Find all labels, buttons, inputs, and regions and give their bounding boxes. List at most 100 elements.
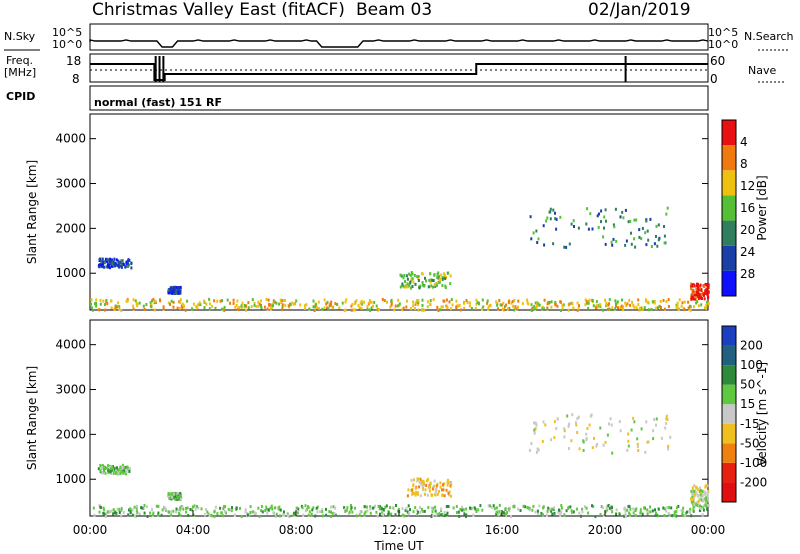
velocity-cell: [692, 497, 695, 501]
velocity-cell: [369, 511, 372, 515]
power-cell: [606, 307, 609, 311]
velocity-cell: [563, 513, 566, 517]
velocity-cell: [626, 448, 629, 452]
power-cell: [653, 242, 656, 246]
velocity-cell: [586, 427, 589, 430]
velocity-cell: [297, 507, 300, 511]
velocity-cell: [118, 507, 120, 511]
velocity-cell: [346, 506, 349, 510]
velocity-cell: [500, 512, 503, 516]
power-cell: [405, 274, 408, 278]
power-cell: [102, 261, 105, 264]
velocity-cell: [120, 469, 123, 473]
velocity-cell: [447, 491, 450, 495]
power-cell: [645, 243, 648, 247]
power-cell: [406, 277, 409, 281]
power-cell: [622, 308, 625, 312]
power-cell: [179, 291, 182, 295]
power-cell: [633, 218, 636, 222]
velocity-cell: [222, 507, 225, 511]
power-cell: [554, 301, 557, 304]
velocity-cell: [577, 415, 580, 419]
velocity-cell: [249, 510, 252, 514]
power-cell: [697, 304, 700, 308]
velocity-cell: [608, 506, 611, 510]
power-cell: [500, 303, 503, 307]
power-cell: [172, 290, 175, 293]
power-cell: [647, 308, 650, 312]
power-cell: [629, 303, 632, 307]
velocity-cell: [644, 450, 647, 454]
power-plot-frame: [89, 113, 709, 311]
power-cell: [688, 304, 691, 308]
velocity-cell: [108, 510, 111, 514]
velocity-cell: [220, 511, 223, 515]
velocity-cell: [106, 510, 109, 514]
velocity-cell: [376, 514, 379, 518]
power-cell: [556, 304, 559, 308]
power-cell: [693, 291, 696, 294]
velocity-cell: [295, 506, 298, 510]
velocity-cell: [542, 513, 544, 517]
power-cell: [434, 284, 437, 288]
power-cell: [199, 303, 202, 306]
velocity-cell: [185, 510, 188, 514]
velocity-cell: [667, 447, 670, 451]
power-cell: [537, 302, 540, 306]
power-cell: [652, 300, 655, 304]
power-cell: [314, 305, 317, 309]
velocity-cell: [112, 512, 115, 516]
velocity-cell: [652, 429, 655, 433]
power-cell: [354, 308, 357, 312]
velocity-cell: [110, 472, 113, 476]
velocity-cell: [704, 503, 707, 507]
power-cell: [658, 304, 661, 308]
power-cell: [360, 306, 363, 310]
power-cell: [237, 307, 240, 311]
velocity-cell: [701, 490, 704, 493]
power-cell: [691, 293, 694, 297]
velocity-cell: [646, 440, 649, 444]
power-cell: [704, 289, 707, 293]
velocity-colorbar-tick: -15: [740, 417, 760, 431]
power-cell: [615, 239, 618, 243]
power-cell: [112, 260, 115, 264]
nsky-trace: [89, 39, 709, 48]
power-cell: [111, 262, 114, 265]
velocity-cell: [533, 431, 536, 435]
velocity-cell: [385, 504, 388, 508]
power-cell: [411, 277, 414, 281]
power-cell: [91, 308, 94, 312]
velocity-cell: [432, 506, 435, 510]
velocity-cell: [599, 512, 602, 516]
velocity-cell: [706, 507, 709, 511]
velocity-cell: [508, 509, 511, 513]
power-cell: [600, 220, 602, 224]
freq-unit: [MHz]: [4, 66, 37, 79]
power-cell: [179, 285, 182, 289]
power-cell: [444, 286, 447, 290]
power-cell: [692, 305, 695, 309]
power-cell: [532, 231, 535, 235]
velocity-cell: [321, 508, 324, 511]
velocity-cell: [110, 467, 113, 471]
power-cell: [287, 304, 290, 308]
velocity-cell: [447, 505, 450, 508]
velocity-cell: [122, 511, 125, 514]
power-cell: [305, 303, 308, 307]
velocity-cell: [302, 513, 305, 517]
velocity-cell: [120, 507, 123, 511]
velocity-cell: [663, 507, 666, 511]
nave-tick-bottom: 0: [710, 72, 718, 86]
velocity-cell: [618, 513, 621, 517]
velocity-cell: [307, 505, 309, 509]
velocity-cell: [395, 504, 397, 507]
power-cell: [372, 304, 374, 308]
velocity-ytick-label: 1000: [55, 472, 86, 486]
power-cell: [563, 245, 566, 249]
power-cell: [247, 301, 250, 305]
power-cell: [390, 302, 393, 305]
velocity-cell: [304, 509, 307, 513]
velocity-cell: [214, 505, 217, 509]
velocity-cell: [627, 444, 630, 448]
